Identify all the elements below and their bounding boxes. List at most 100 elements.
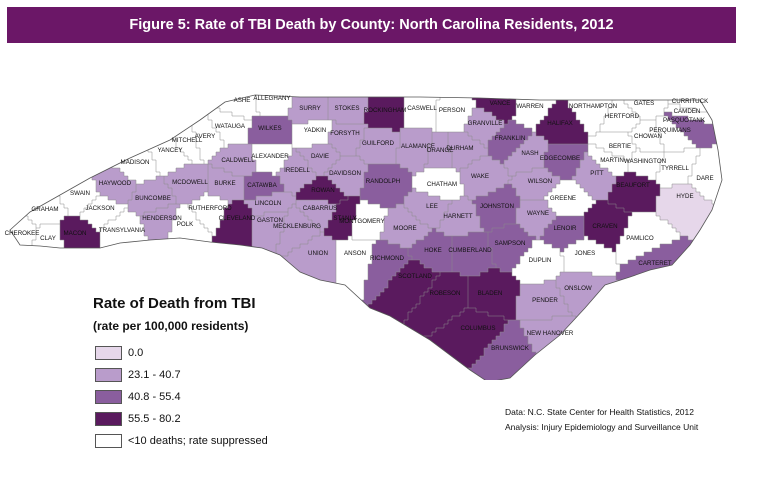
county-new-hanover [520,316,672,380]
county-chowan [628,120,664,152]
county-franklin [488,120,532,164]
county-dare [688,132,722,248]
county-label: DUPLIN [529,257,552,264]
county-pamlico [616,212,680,264]
county-mcdowell [164,164,208,204]
county-pasquotank [664,112,722,148]
county-buncombe [128,176,176,216]
county-wayne [516,200,556,240]
county-nash [504,132,548,176]
map-svg: CHEROKEE GRAHAM CLAY MACON SWAIN JACKSON HAYWO… [5,94,723,380]
county-pender [516,280,572,320]
legend-swatch [95,390,122,404]
county-label: ASHE [234,97,251,104]
county-tyrrell [656,148,700,188]
county-label: CARTERET [638,260,671,267]
county-orange [424,132,452,168]
county-label: ROBESON [430,290,461,297]
county-label: MADISON [121,159,150,166]
county-label: POLK [177,221,194,228]
county-label: ROWAN [311,187,335,194]
county-rowan [296,176,348,204]
legend-items: 0.0 23.1 - 40.7 40.8 - 55.4 55.5 - 80.2 … [95,342,395,452]
legend-item: 40.8 - 55.4 [95,386,395,408]
legend-label: 0.0 [128,347,144,359]
county-label: BLADEN [478,290,503,297]
county-label: LENOIR [553,225,577,232]
county-label: WATAUGA [215,123,246,130]
legend-swatch [95,368,122,382]
county-label: JONES [575,250,596,257]
county-madison [36,95,160,184]
county-northampton [560,95,616,136]
county-label: BUNCOMBE [135,195,171,202]
county-label: COLUMBUS [460,325,495,332]
county-label: GRANVILLE [468,120,503,127]
county-rutherford [188,192,228,236]
county-label: HYDE [676,193,693,200]
county-label: RANDOLPH [366,178,400,185]
county-label: HARNETT [443,213,472,220]
county-label: STANLY [333,215,356,222]
county-lenoir [540,216,584,252]
county-label: SWAIN [70,190,90,197]
county-label: GRAHAM [31,206,58,213]
county-duplin [512,240,564,284]
legend-item: <10 deaths; rate suppressed [95,430,395,452]
county-cherokee [10,200,36,368]
county-label: MITCHELL [172,137,203,144]
county-stanly [324,196,360,240]
legend-label: 40.8 - 55.4 [128,391,181,403]
county-label: WAYNE [527,210,549,217]
county-label: LINCOLN [255,200,282,207]
county-label: CALDWELL [221,157,255,164]
figure-title: Figure 5: Rate of TBI Death by County: N… [7,7,736,43]
county-randolph [360,164,412,208]
county-sampson [488,224,536,272]
county-label: WILSON [528,178,552,185]
county-label: NEW HANOVER [527,330,574,337]
county-label: MACON [63,230,86,237]
county-person [436,95,476,132]
county-label: FORSYTH [330,130,360,137]
county-wilson [508,168,560,200]
county-bladen [468,268,520,320]
county-vance [472,95,520,124]
county-label: BERTIE [609,143,631,150]
county-label: HENDERSON [142,215,182,222]
county-label: CHEROKEE [5,230,40,237]
county-label: LEE [426,203,438,210]
county-label: GUILFORD [362,140,395,147]
county-cumberland [452,232,496,276]
county-hoke [408,228,452,272]
county-label: CHATHAM [427,181,457,188]
county-label: BRUNSWICK [491,345,530,352]
county-label: ORANGE [427,147,454,154]
county-label: DAVIDSON [329,170,361,177]
county-caswell [400,95,440,132]
county-richmond [360,240,412,316]
county-label: HAYWOOD [99,180,132,187]
legend-item: 23.1 - 40.7 [95,364,395,386]
county-label: MARTIN [600,157,624,164]
county-label: YANCEY [158,147,183,154]
county-forsyth [328,120,368,156]
county-label: ALEXANDER [251,153,289,160]
county-henderson [140,204,180,268]
county-label: RICHMOND [370,255,405,262]
county-label: JACKSON [85,205,114,212]
county-label: PERQUIMANS [649,127,691,134]
county-label: NASH [521,150,538,157]
county-label: BEAUFORT [616,182,650,189]
county-label: ALLEGHANY [253,95,290,102]
county-washington [628,148,664,180]
data-source-note: Data: N.C. State Center for Health Stati… [505,405,698,435]
county-guilford [356,128,400,164]
county-granville [464,108,504,148]
county-label: ALAMANCE [401,143,435,150]
legend-swatch [95,412,122,426]
county-label: PITT [590,170,604,177]
legend-swatch [95,346,122,360]
county-label: MONTGOMERY [339,218,385,225]
county-wake [460,156,512,200]
